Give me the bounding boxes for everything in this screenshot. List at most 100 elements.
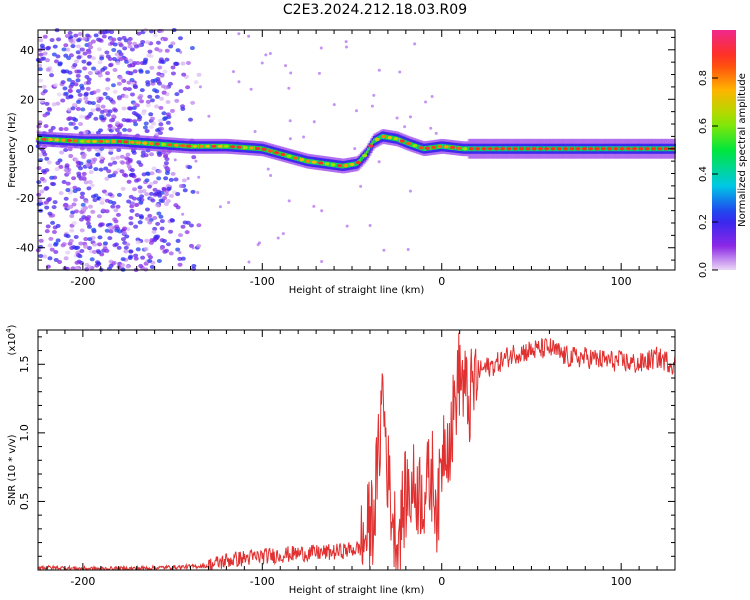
noise-blob: [98, 167, 104, 172]
noise-blob: [112, 89, 118, 94]
noise-blob: [126, 179, 132, 184]
noise-blob: [107, 225, 113, 230]
x-tick-label: -200: [70, 275, 95, 288]
y-tick-label: -20: [16, 192, 34, 205]
noise-blob: [320, 259, 324, 263]
noise-blob: [78, 122, 84, 127]
colorbar-label: Normalized spectral amplitude: [737, 73, 748, 227]
ridge-core: [154, 142, 160, 146]
ridge-core: [362, 154, 368, 158]
noise-blob: [137, 115, 143, 120]
noise-blob: [110, 83, 116, 88]
noise-blob: [196, 223, 202, 228]
noise-blob: [58, 164, 64, 169]
noise-blob: [138, 214, 144, 219]
noise-blob: [135, 247, 141, 252]
noise-blob: [175, 205, 181, 210]
noise-blob: [122, 86, 128, 91]
noise-blob: [70, 44, 76, 49]
ridge-core: [569, 147, 575, 151]
ridge-core: [242, 145, 248, 150]
noise-blob: [88, 45, 94, 50]
noise-blob: [103, 166, 109, 171]
noise-blob: [62, 86, 68, 91]
noise-blob: [113, 208, 119, 213]
noise-blob: [74, 260, 80, 265]
y-axis-label: Frequency (Hz): [7, 112, 18, 188]
ridge-core: [343, 164, 349, 168]
noise-blob: [408, 189, 412, 193]
noise-blob: [85, 33, 91, 38]
noise-blob: [46, 160, 52, 165]
noise-blob: [153, 33, 159, 38]
noise-blob: [72, 185, 78, 190]
noise-blob: [75, 99, 81, 104]
noise-blob: [135, 61, 141, 66]
noise-blob: [65, 250, 71, 255]
y-tick-label: 1.0: [18, 424, 31, 442]
ridge-core: [663, 147, 669, 151]
ridge-core: [66, 138, 72, 143]
ridge-core: [261, 147, 267, 151]
noise-blob: [109, 30, 115, 35]
noise-blob: [124, 156, 130, 161]
ridge-core: [380, 134, 386, 139]
noise-blob: [140, 255, 146, 260]
noise-blob: [36, 192, 42, 197]
noise-blob: [149, 98, 155, 103]
noise-blob: [260, 61, 264, 65]
noise-blob: [92, 242, 98, 247]
noise-blob: [155, 128, 161, 133]
noise-blob: [359, 184, 363, 188]
noise-blob: [93, 33, 99, 38]
noise-blob: [88, 111, 94, 116]
noise-blob: [53, 257, 59, 262]
noise-blob: [170, 41, 176, 46]
noise-blob: [81, 171, 87, 176]
noise-blob: [163, 176, 169, 181]
ridge-core: [274, 151, 280, 155]
ridge-core: [399, 139, 405, 143]
noise-blob: [158, 105, 164, 110]
noise-blob: [165, 112, 171, 117]
noise-blob: [170, 65, 176, 70]
noise-blob: [102, 91, 108, 96]
noise-blob: [93, 193, 99, 198]
ridge-core: [223, 144, 229, 148]
noise-blob: [344, 40, 348, 44]
noise-blob: [131, 105, 137, 110]
noise-blob: [162, 69, 168, 74]
noise-blob: [119, 154, 125, 159]
ridge-core: [305, 159, 311, 163]
noise-blob: [63, 203, 69, 208]
ridge-core: [98, 139, 104, 143]
noise-blob: [108, 148, 114, 153]
noise-blob: [256, 243, 260, 247]
noise-blob: [169, 108, 175, 113]
noise-blob: [197, 175, 201, 179]
noise-blob: [57, 260, 63, 265]
noise-blob: [75, 78, 81, 83]
noise-blob: [65, 181, 71, 186]
noise-blob: [88, 170, 94, 175]
noise-blob: [38, 38, 44, 43]
ridge-layer: [35, 128, 676, 174]
noise-blob: [134, 178, 140, 183]
noise-blob: [70, 266, 76, 271]
noise-blob: [154, 104, 160, 109]
noise-blob: [73, 209, 79, 214]
ridge-core: [607, 147, 613, 151]
ridge-core: [198, 144, 204, 148]
noise-blob: [168, 193, 174, 198]
noise-blob: [146, 53, 152, 58]
noise-blob: [154, 132, 160, 137]
noise-blob: [53, 83, 59, 88]
noise-blob: [42, 34, 48, 39]
noise-blob: [53, 241, 59, 246]
noise-blob: [196, 243, 202, 248]
noise-blob: [128, 216, 134, 221]
noise-blob: [86, 77, 92, 82]
noise-blob: [63, 127, 69, 132]
noise-blob: [158, 214, 164, 219]
noise-blob: [165, 99, 171, 104]
